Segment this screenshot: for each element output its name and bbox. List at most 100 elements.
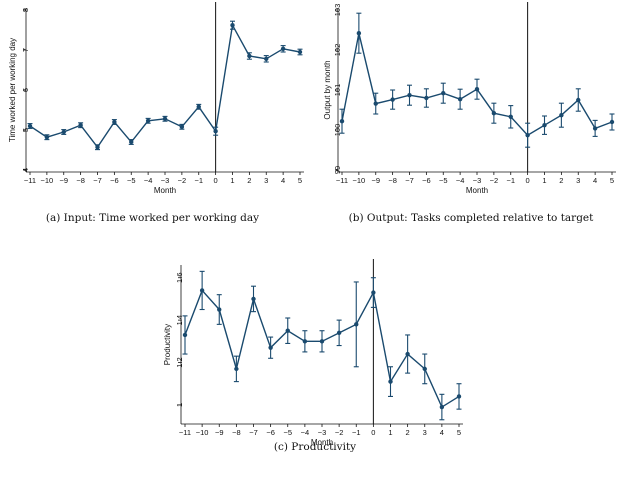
- data-point: [319, 339, 325, 344]
- data-point: [27, 123, 33, 129]
- y-tick-label: 1.6: [175, 273, 184, 283]
- y-tick-label: 7: [21, 48, 30, 52]
- data-point: [297, 49, 303, 55]
- x-tick-label: −4: [301, 428, 310, 437]
- x-tick-label: −10: [41, 176, 54, 185]
- x-axis-label: Month: [154, 186, 176, 195]
- data-point: [336, 330, 342, 336]
- x-tick-label: −8: [76, 176, 85, 185]
- data-point: [457, 97, 463, 102]
- x-tick-label: −6: [110, 176, 119, 185]
- x-tick-label: −7: [249, 428, 258, 437]
- x-tick-label: −6: [422, 176, 431, 185]
- data-point: [491, 111, 497, 116]
- data-point: [78, 123, 83, 128]
- x-tick-label: 5: [298, 176, 302, 185]
- y-tick-label: 1.2: [175, 357, 184, 367]
- data-point: [112, 119, 117, 125]
- data-point: [354, 322, 359, 327]
- x-tick-label: 0: [371, 428, 375, 437]
- data-point: [371, 290, 376, 295]
- x-tick-label: −7: [405, 176, 414, 185]
- data-point: [456, 394, 462, 399]
- x-tick-label: −2: [335, 428, 344, 437]
- x-tick-label: −5: [439, 176, 448, 185]
- x-tick-label: −5: [283, 428, 292, 437]
- data-point: [388, 379, 393, 384]
- data-point: [162, 116, 168, 122]
- data-point: [129, 139, 134, 145]
- x-tick-label: −6: [266, 428, 275, 437]
- x-axis-label: Month: [466, 186, 488, 195]
- x-tick-label: −4: [456, 176, 465, 185]
- data-point: [213, 129, 218, 134]
- data-point: [474, 87, 480, 92]
- data-point: [230, 23, 235, 28]
- chart-panel-c: 11.21.41.6−11 −10 −9 −8 −7 −6 −5 −4 −3 −2 −1 0 1 2 3 4 5…: [163, 259, 463, 447]
- y-tick-label: 1: [175, 403, 184, 407]
- x-tick-label: −3: [473, 176, 482, 185]
- caption-b: (b) Output: Tasks completed relative to …: [348, 212, 594, 224]
- x-tick-label: 1: [230, 176, 234, 185]
- data-point: [44, 135, 50, 140]
- data-point: [61, 129, 66, 135]
- x-tick-label: 5: [457, 428, 461, 437]
- x-tick-label: 1: [542, 176, 546, 185]
- data-point: [407, 93, 412, 98]
- x-tick-label: −1: [352, 428, 361, 437]
- x-tick-label: −9: [215, 428, 224, 437]
- caption-c: (c) Productivity: [273, 441, 357, 453]
- data-point: [199, 288, 205, 293]
- data-point: [373, 101, 378, 106]
- x-tick-label: −10: [353, 176, 366, 185]
- data-point: [302, 339, 308, 344]
- y-tick-label: 8: [21, 8, 30, 12]
- x-tick-label: −8: [388, 176, 397, 185]
- data-point: [356, 31, 362, 36]
- data-point: [405, 351, 410, 357]
- data-point: [339, 119, 345, 124]
- data-point: [525, 133, 530, 138]
- data-point: [592, 126, 598, 131]
- x-tick-label: 4: [440, 428, 444, 437]
- y-tick-label: 103: [333, 4, 342, 17]
- data-point: [247, 53, 252, 59]
- caption-a: (a) Input: Time worked per working day: [45, 212, 260, 224]
- x-tick-label: −3: [161, 176, 170, 185]
- data-point: [280, 46, 286, 51]
- x-tick-label: −11: [179, 428, 191, 437]
- x-tick-label: −4: [144, 176, 153, 185]
- x-tick-label: −11: [336, 176, 348, 185]
- x-tick-label: 5: [610, 176, 614, 185]
- data-point: [182, 332, 188, 338]
- data-point: [179, 124, 185, 129]
- x-tick-label: 4: [281, 176, 285, 185]
- data-point: [285, 328, 290, 333]
- data-point: [439, 404, 445, 410]
- x-tick-label: −5: [127, 176, 136, 185]
- data-point: [576, 97, 581, 103]
- data-point: [264, 56, 269, 61]
- y-tick-label: 4: [21, 168, 30, 172]
- data-point: [390, 97, 395, 102]
- data-point: [542, 123, 547, 128]
- data-point: [268, 345, 273, 350]
- x-axis-label: Month: [311, 438, 333, 447]
- x-tick-label: −2: [490, 176, 499, 185]
- x-tick-label: 4: [593, 176, 597, 185]
- x-tick-label: 3: [264, 176, 268, 185]
- data-point: [196, 104, 201, 110]
- x-tick-label: −7: [93, 176, 102, 185]
- series-line: [29, 23, 301, 149]
- x-tick-label: 2: [559, 176, 563, 185]
- x-tick-label: −9: [371, 176, 380, 185]
- x-tick-label: 0: [526, 176, 530, 185]
- data-point: [234, 366, 239, 372]
- data-point: [609, 119, 615, 125]
- x-tick-label: −9: [59, 176, 68, 185]
- x-tick-label: 3: [576, 176, 580, 185]
- x-tick-label: −3: [318, 428, 327, 437]
- y-axis-label: Productivity: [163, 324, 172, 365]
